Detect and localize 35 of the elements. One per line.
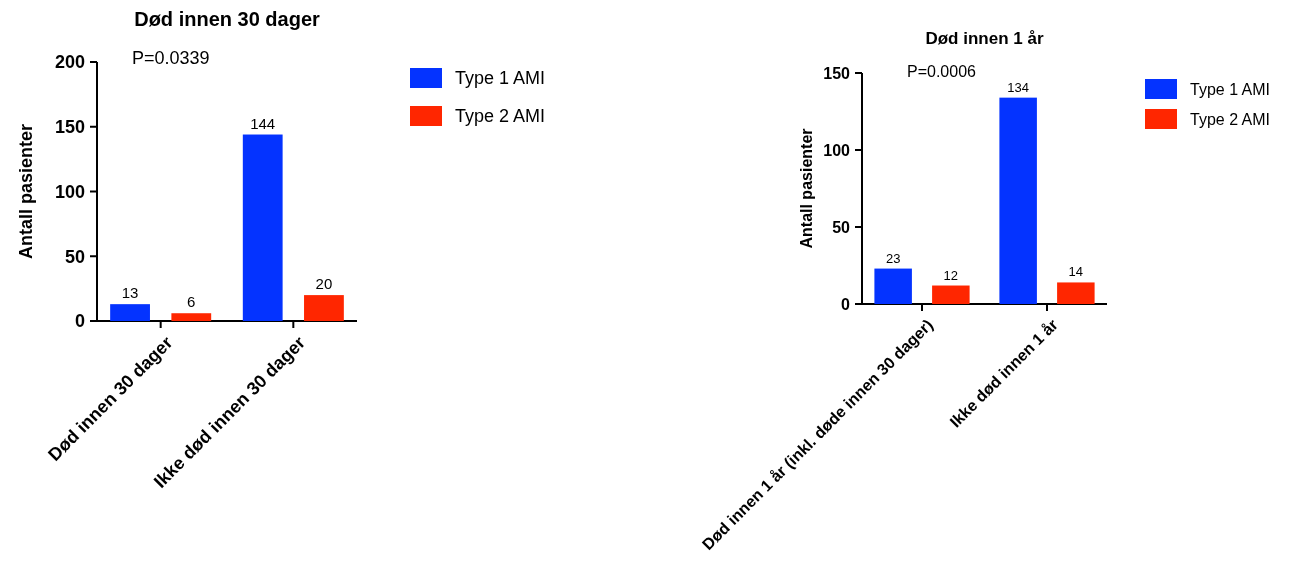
bar: [932, 285, 970, 304]
legend-label: Type 1 AMI: [455, 68, 546, 89]
bar: [110, 304, 150, 321]
y-tick-label: 150: [823, 64, 851, 82]
bar: [999, 97, 1037, 304]
y-tick-label: 100: [54, 181, 85, 202]
y-tick-label: 50: [64, 246, 85, 267]
data-label: 6: [187, 293, 196, 311]
y-tick-label: 150: [54, 117, 85, 138]
annotation: P=0.0339: [132, 48, 210, 68]
data-label: 13: [121, 284, 139, 302]
bar: [242, 134, 283, 321]
y-tick-label: 200: [54, 52, 85, 73]
legend-label: Type 1 AMI: [1190, 80, 1271, 98]
annotation: P=0.0006: [907, 63, 977, 80]
y-tick-label: 100: [823, 141, 851, 159]
data-label: 12: [943, 267, 959, 283]
y-axis-title: Antall pasienter: [797, 128, 815, 249]
data-label: 20: [315, 275, 333, 293]
bar: [1057, 282, 1095, 304]
legend-label: Type 2 AMI: [1190, 110, 1271, 128]
bar: [874, 268, 912, 304]
chart-title: Død innen 30 dager: [134, 8, 321, 30]
legend-label: Type 2 AMI: [455, 106, 546, 127]
bar: [171, 313, 212, 321]
data-label: 14: [1068, 264, 1084, 280]
data-label: 23: [885, 250, 901, 266]
y-tick-label: 0: [74, 311, 85, 332]
y-axis-title: Antall pasienter: [16, 123, 37, 260]
y-tick-label: 0: [841, 295, 851, 313]
bar: [304, 295, 344, 321]
data-label: 144: [250, 114, 276, 132]
data-label: 134: [1007, 79, 1030, 95]
chart-title: Død innen 1 år: [925, 29, 1044, 48]
y-tick-label: 50: [832, 218, 851, 236]
